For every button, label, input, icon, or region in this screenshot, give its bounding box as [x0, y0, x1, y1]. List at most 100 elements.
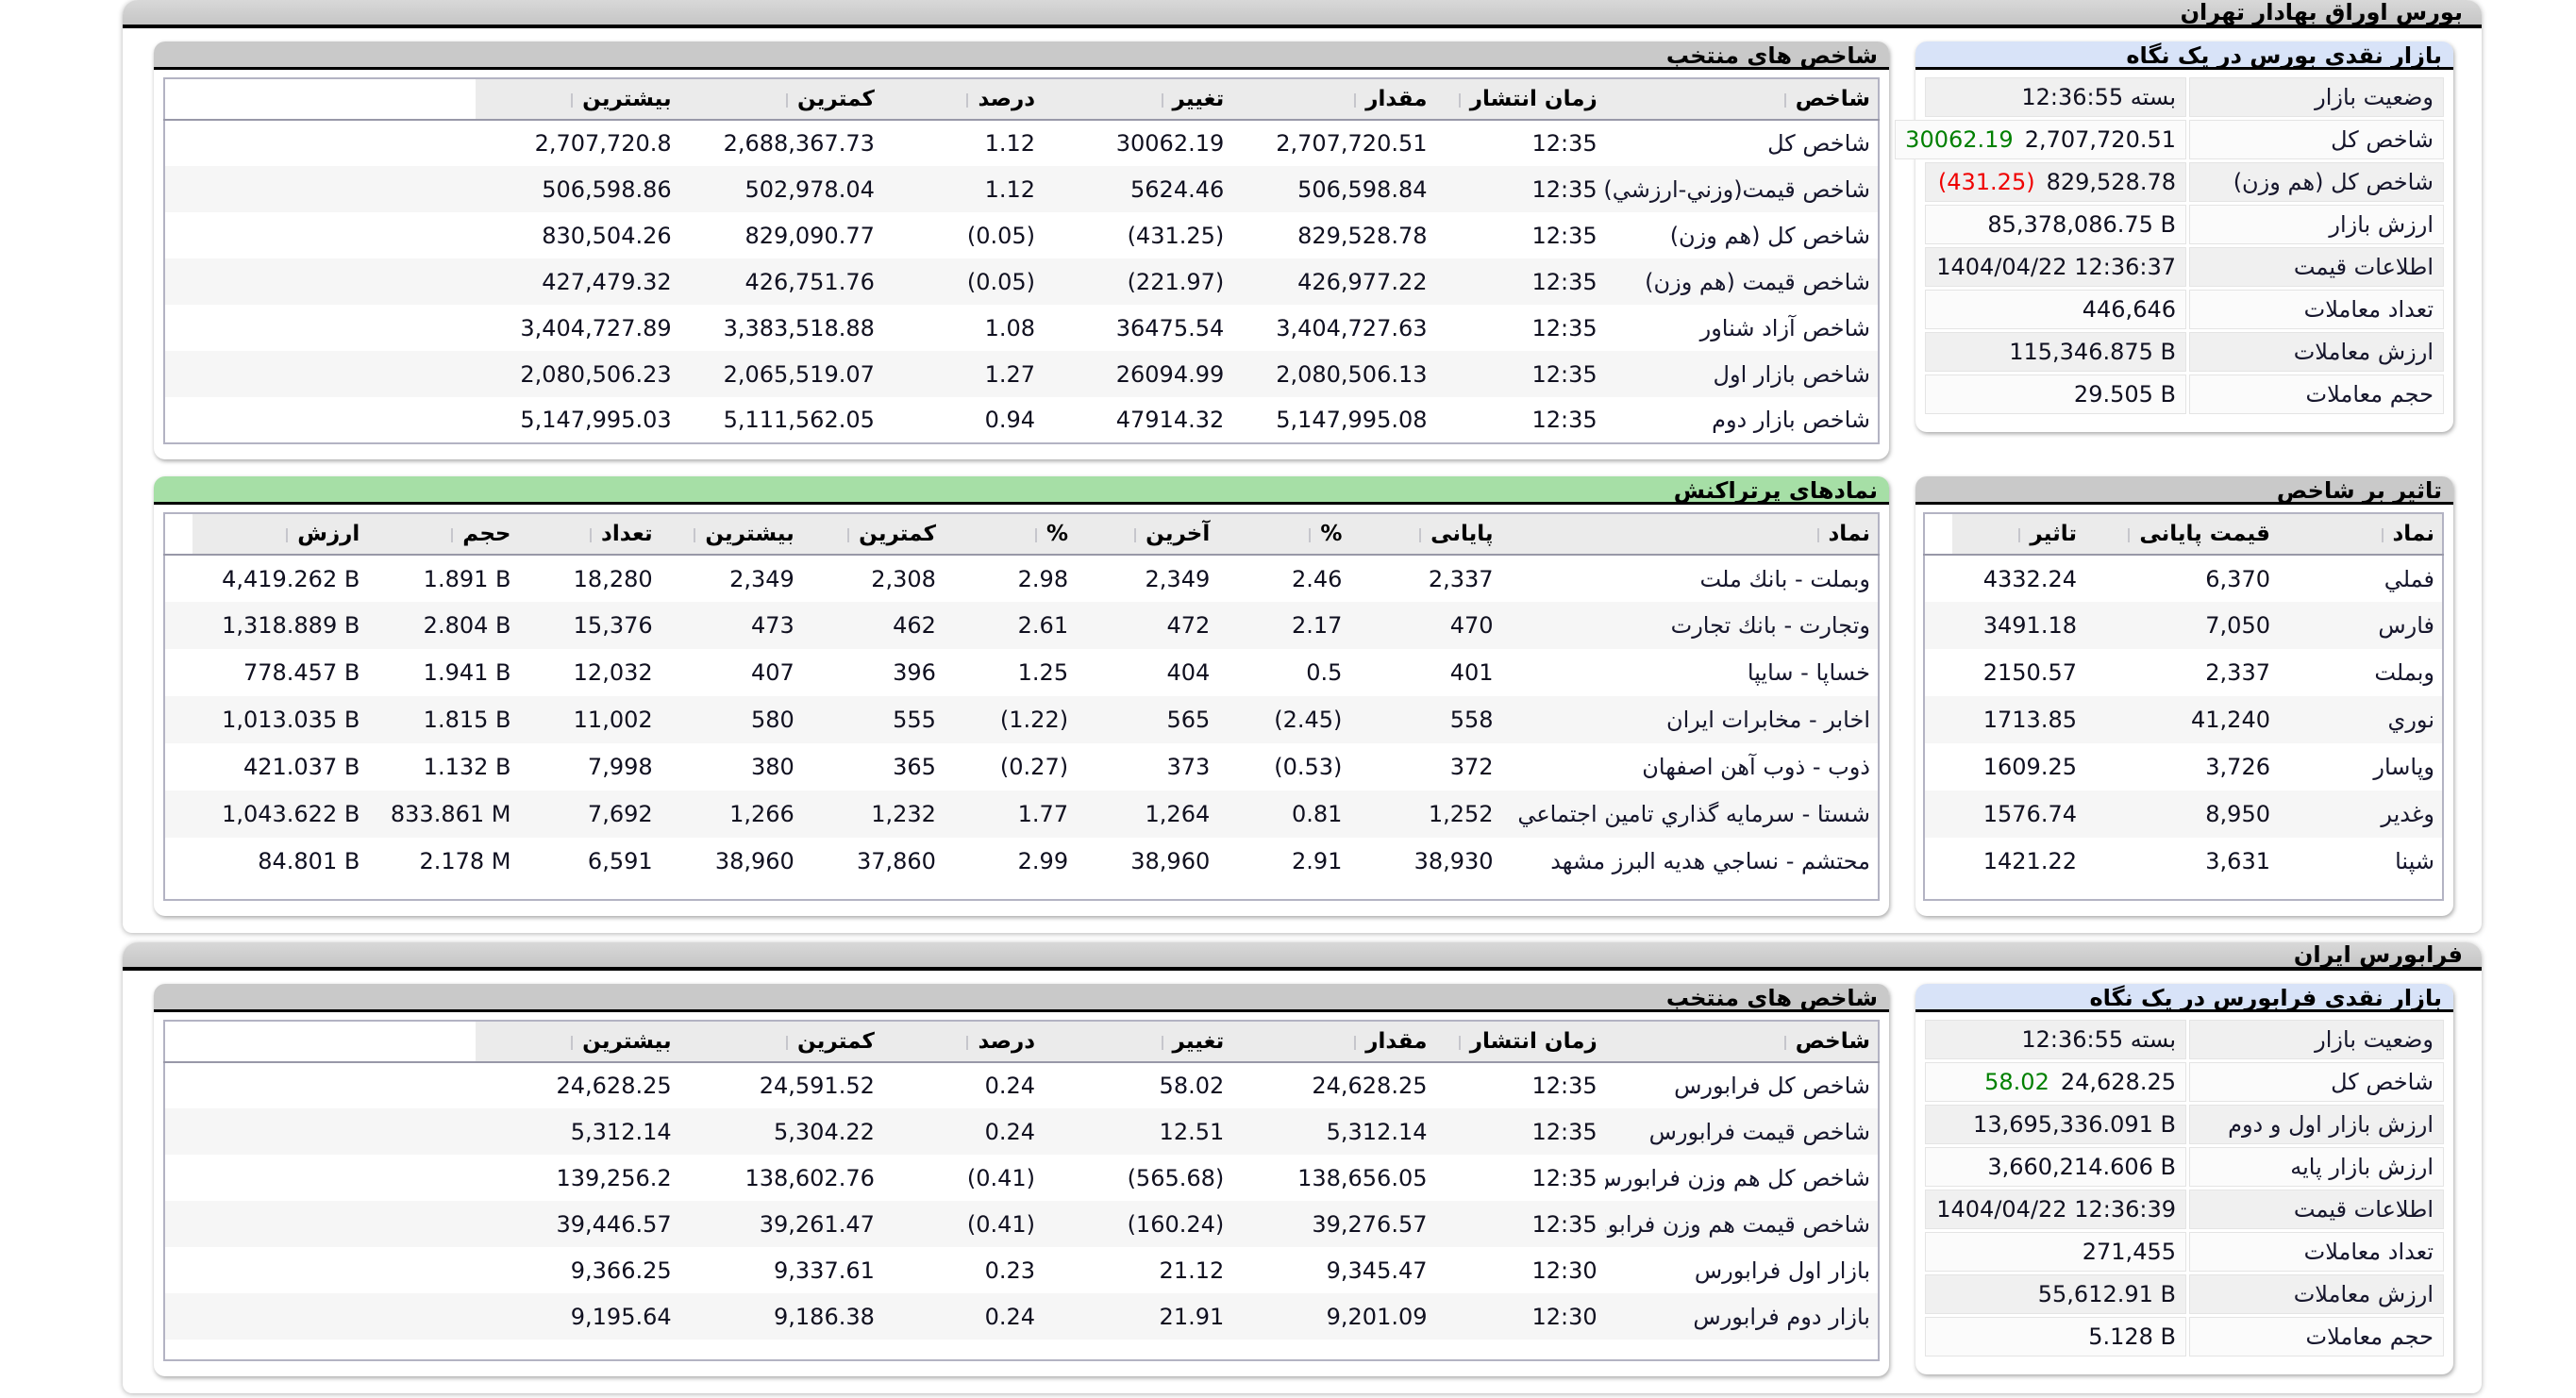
index-name[interactable]: شاخص قیمت (هم وزن): [1645, 268, 1870, 295]
index-name[interactable]: شاخص کل فرابورس: [1674, 1073, 1870, 1099]
index-name[interactable]: شاخص کل هم وزن فرابورس: [1604, 1164, 1870, 1191]
col-header-close-price[interactable]: قیمت پایانی: [2084, 513, 2278, 556]
glance-label: اطلاعات قیمت: [2189, 1190, 2444, 1229]
low-price: 2,308: [871, 565, 936, 592]
glance-label: شاخص کل: [2189, 120, 2444, 159]
index-high: 5,147,995.03: [520, 407, 672, 433]
symbol-name[interactable]: فملي: [2384, 565, 2434, 592]
col-header-impact[interactable]: تاثیر: [1952, 513, 2084, 556]
top-traded-header-row: نماد پایانی % آخرین % کمترین بیشترین تعد…: [164, 513, 1879, 556]
close-price: 7,050: [2205, 612, 2270, 639]
trade-volume-value: 29.505 B: [2073, 381, 2176, 408]
symbol-name[interactable]: وتجارت - بانك تجارت: [1670, 612, 1870, 639]
index-change: (160.24): [1127, 1210, 1225, 1238]
index-high: 427,479.32: [542, 268, 672, 295]
index-name[interactable]: شاخص قیمت فرابورس: [1648, 1118, 1870, 1145]
index-low: 3,383,518.88: [723, 314, 875, 341]
tse-glance-header: بازار نقدی بورس در یک نگاه: [1915, 42, 2453, 70]
publish-time: 12:35: [1531, 407, 1597, 433]
filler-cell: [164, 602, 192, 649]
symbol-name[interactable]: وبملت - بانك ملت: [1699, 565, 1870, 592]
publish-time: 12:35: [1531, 130, 1597, 157]
index-name[interactable]: بازار اول فرابورس: [1694, 1257, 1870, 1284]
index-name[interactable]: شاخص قیمت(وزني-ارزشي): [1604, 175, 1870, 203]
impact-header-row: نماد قیمت پایانی تاثیر: [1924, 513, 2443, 556]
col-header-percent[interactable]: درصد: [881, 78, 1044, 121]
close-percent: 2.91: [1291, 848, 1343, 874]
index-row: شاخص کل فرابورس 12:35 24,628.25 58.02 0.…: [164, 1062, 1879, 1108]
symbol-name[interactable]: اخابر - مخابرات ایران: [1665, 707, 1870, 733]
symbol-name[interactable]: نوري: [2387, 707, 2434, 733]
trade-value: 421.037 B: [243, 754, 360, 780]
col-header-value[interactable]: مقدار: [1231, 78, 1435, 121]
index-change: 58.02: [1984, 1069, 2049, 1095]
col-header-high[interactable]: بیشترین: [476, 78, 679, 121]
trade-value: 778.457 B: [243, 659, 360, 686]
high-price: 38,960: [714, 848, 795, 874]
col-header-low[interactable]: کمترین: [801, 513, 944, 556]
col-header-value[interactable]: ارزش: [192, 513, 368, 556]
index-high: 830,504.26: [542, 222, 672, 249]
index-change: (431.25): [1127, 222, 1225, 249]
symbol-name[interactable]: وپاسار: [2373, 754, 2434, 780]
last-percent: 2.61: [1017, 612, 1069, 639]
symbol-name[interactable]: وبملت: [2374, 659, 2434, 686]
col-header-index-name[interactable]: شاخص: [1604, 1021, 1879, 1063]
indices-header-row: شاخص زمان انتشار مقدار تغییر درصد کمترین…: [164, 1021, 1879, 1063]
glance-label: ارزش بازار پایه: [2189, 1147, 2444, 1187]
col-header-percent[interactable]: درصد: [881, 1021, 1044, 1063]
symbol-name[interactable]: محتشم - نساجي هدیه البرز مشهد: [1550, 848, 1870, 874]
high-price: 407: [750, 659, 795, 686]
market-status-value: بسته 12:36:55: [2021, 1026, 2176, 1053]
col-header-close[interactable]: پایانی: [1349, 513, 1501, 556]
col-header-high[interactable]: بیشترین: [476, 1021, 679, 1063]
col-header-last[interactable]: آخرین: [1076, 513, 1218, 556]
index-percent: (0.05): [966, 222, 1036, 249]
index-change: 47914.32: [1115, 407, 1225, 433]
col-header-symbol[interactable]: نماد: [1500, 513, 1879, 556]
index-row: شاخص قیمت هم وزن فرابو... 12:35 39,276.5…: [164, 1201, 1879, 1247]
glance-row-price-info: اطلاعات قیمت 1404/04/22 12:36:39: [1925, 1190, 2444, 1229]
impact-row: فارس 7,050 3491.18: [1924, 602, 2443, 649]
col-header-value[interactable]: مقدار: [1231, 1021, 1435, 1063]
index-name[interactable]: شاخص کل: [1767, 130, 1870, 157]
col-header-change[interactable]: تغییر: [1043, 78, 1232, 121]
index-name[interactable]: شاخص قیمت هم وزن فرابو...: [1604, 1210, 1870, 1238]
index-name[interactable]: شاخص بازار اول: [1713, 360, 1870, 388]
glance-label: وضعیت بازار: [2189, 1020, 2444, 1059]
trade-count: 12,032: [573, 659, 653, 686]
publish-time: 12:30: [1531, 1303, 1597, 1330]
col-header-index-name[interactable]: شاخص: [1604, 78, 1879, 121]
col-header-publish-time[interactable]: زمان انتشار: [1434, 78, 1605, 121]
index-value: 506,598.84: [1297, 175, 1428, 203]
glance-row-price-info: اطلاعات قیمت 1404/04/22 12:36:37: [1925, 247, 2444, 287]
col-header-close-percent[interactable]: %: [1217, 513, 1350, 556]
traded-row: اخابر - مخابرات ایران 558 (2.45) 565 (1.…: [164, 696, 1879, 743]
last-price: 1,264: [1145, 801, 1211, 827]
index-name[interactable]: شاخص بازار دوم: [1712, 407, 1870, 433]
col-header-change[interactable]: تغییر: [1043, 1021, 1232, 1063]
col-header-low[interactable]: کمترین: [678, 1021, 882, 1063]
symbol-name[interactable]: ذوب - ذوب آهن اصفهان: [1642, 754, 1870, 780]
impact-value: 1576.74: [1982, 801, 2077, 827]
col-header-publish-time[interactable]: زمان انتشار: [1434, 1021, 1605, 1063]
col-header-high[interactable]: بیشترین: [660, 513, 802, 556]
col-header-low[interactable]: کمترین: [678, 78, 882, 121]
symbol-name[interactable]: خساپا - سایپا: [1747, 659, 1870, 686]
symbol-name[interactable]: وغدیر: [2381, 801, 2434, 827]
index-name[interactable]: شاخص آزاد شناور: [1699, 314, 1870, 341]
col-header-last-percent[interactable]: %: [943, 513, 1077, 556]
index-value: 3,404,727.63: [1276, 314, 1428, 341]
index-name[interactable]: بازار دوم فرابورس: [1693, 1303, 1870, 1330]
symbol-name[interactable]: شستا - سرمایه گذاري تامین اجتماعي: [1517, 801, 1870, 827]
glance-label: حجم معاملات: [2189, 1317, 2444, 1356]
col-header-volume[interactable]: حجم: [367, 513, 519, 556]
index-impact-body: نماد قیمت پایانی تاثیر فملي 6,370 4332.2…: [1915, 505, 2453, 916]
index-name[interactable]: شاخص کل (هم وزن): [1669, 222, 1870, 249]
symbol-name[interactable]: شپنا: [2395, 848, 2434, 874]
filler-cell: [164, 838, 192, 885]
traded-row: خساپا - سایپا 401 0.5 404 1.25 396 407 1…: [164, 649, 1879, 696]
symbol-name[interactable]: فارس: [2378, 612, 2434, 639]
col-header-count[interactable]: تعداد: [518, 513, 661, 556]
col-header-symbol[interactable]: نماد: [2278, 513, 2443, 556]
